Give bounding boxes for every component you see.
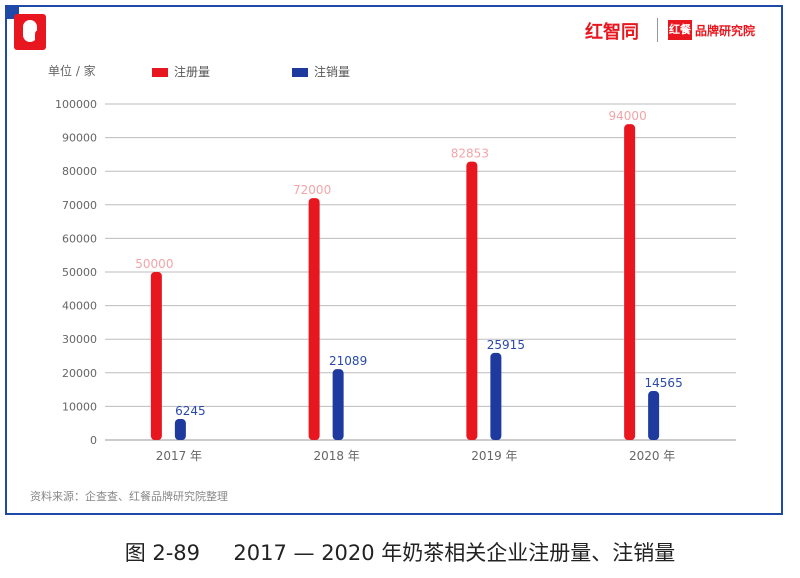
- legend-swatch-cancelled: [292, 68, 308, 77]
- brand-b: 红餐 品牌研究院: [668, 20, 770, 42]
- y-tick-label: 0: [90, 434, 97, 447]
- data-label-registered: 72000: [293, 183, 331, 197]
- bar-cancelled: [648, 391, 660, 440]
- y-tick-label: 80000: [62, 165, 97, 178]
- bar-registered: [466, 161, 478, 440]
- data-label-registered: 94000: [609, 109, 647, 123]
- bar-registered: [308, 198, 320, 440]
- x-tick-label: 2020 年: [629, 449, 675, 463]
- y-tick-label: 60000: [62, 232, 97, 245]
- legend-label-registered: 注册量: [174, 65, 211, 79]
- data-label-registered: 50000: [135, 257, 173, 271]
- brand-logo-icon: [14, 14, 46, 50]
- data-label-cancelled: 6245: [175, 404, 206, 418]
- bar-cancelled: [490, 352, 502, 440]
- bar-registered: [150, 272, 162, 440]
- brand-name: 红智同: [585, 22, 639, 43]
- data-label-cancelled: 14565: [645, 376, 683, 390]
- legend-item-cancelled: 注销量: [292, 63, 350, 80]
- data-label-cancelled: 25915: [487, 338, 525, 352]
- y-tick-label: 20000: [62, 367, 97, 380]
- x-tick-label: 2018 年: [313, 449, 359, 463]
- bar-chart: 0 10000 20000 30000 40000 50000 60000 70000 8000…: [55, 98, 736, 463]
- bar-cancelled: [174, 419, 186, 440]
- brand-b-text: 品牌研究院: [695, 24, 756, 38]
- brand-divider: [657, 18, 658, 42]
- legend-swatch-registered: [152, 68, 168, 77]
- y-tick-label: 100000: [55, 98, 97, 111]
- y-tick-label: 40000: [62, 300, 97, 313]
- x-tick-label: 2017 年: [156, 449, 202, 463]
- y-tick-label: 70000: [62, 199, 97, 212]
- legend-label-cancelled: 注销量: [314, 65, 351, 79]
- brand-b-box: 红餐: [668, 20, 692, 40]
- y-tick-label: 30000: [62, 333, 97, 346]
- y-tick-label: 10000: [62, 400, 97, 413]
- y-tick-label: 50000: [62, 266, 97, 279]
- legend-item-registered: 注册量: [152, 63, 210, 80]
- unit-label: 单位 / 家: [48, 64, 96, 78]
- figure-caption: 图 2-89 2017 — 2020 年奶茶相关企业注册量、注销量: [124, 541, 676, 565]
- y-tick-label: 90000: [62, 132, 97, 145]
- data-label-registered: 82853: [451, 147, 489, 161]
- bar-registered: [624, 124, 636, 440]
- bar-cancelled: [332, 369, 344, 440]
- source-note: 资料来源：企查查、红餐品牌研究院整理: [30, 490, 228, 503]
- data-label-cancelled: 21089: [329, 354, 367, 368]
- x-tick-label: 2019 年: [471, 449, 517, 463]
